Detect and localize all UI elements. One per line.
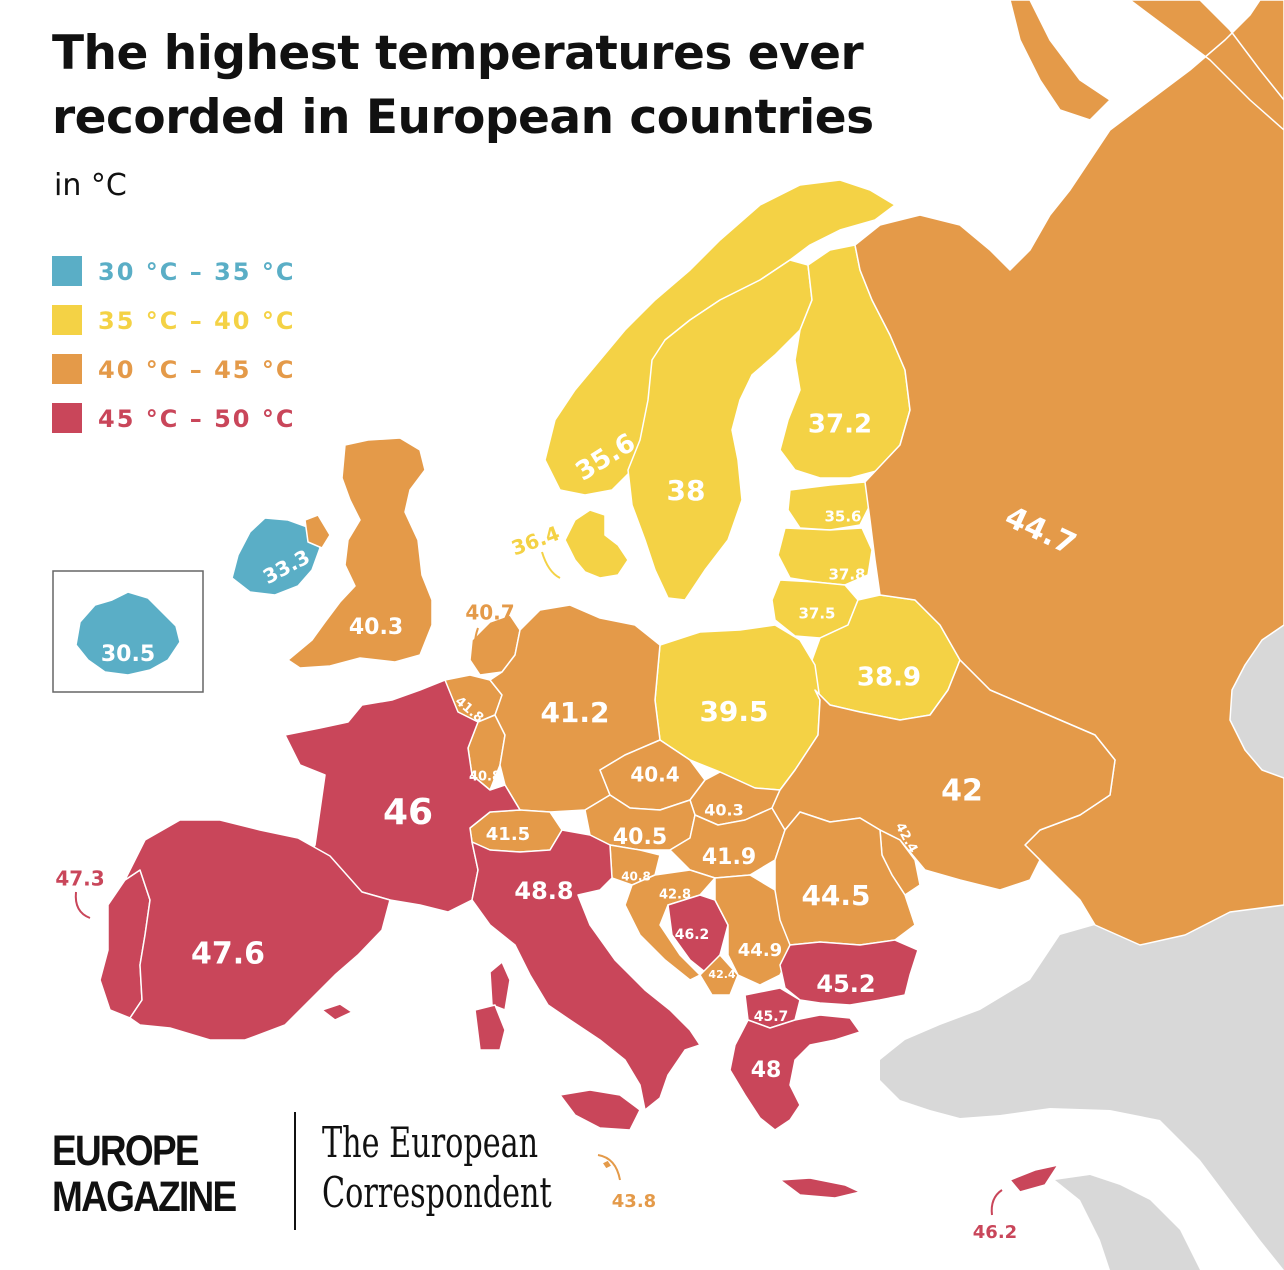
value-label-malta: 43.8 (612, 1191, 656, 1212)
value-label-croatia: 42.8 (659, 888, 691, 903)
value-label-sweden: 38 (667, 474, 706, 507)
value-label-finland: 37.2 (808, 410, 872, 440)
country-sweden (627, 259, 813, 601)
non-europe-land (880, 905, 1284, 1270)
non-europe-land (1055, 1175, 1200, 1270)
non-europe-land (1230, 625, 1284, 778)
country-serbia (714, 874, 796, 986)
label-leader-line (597, 1154, 621, 1181)
value-label-germany: 41.2 (540, 696, 609, 729)
country-italy (471, 829, 701, 1131)
value-label-iceland: 30.5 (101, 642, 155, 667)
value-label-montenegro: 42.4 (708, 968, 735, 981)
value-label-slovakia: 40.3 (704, 801, 743, 820)
page-title: The highest temperatures ever recorded i… (52, 22, 874, 150)
value-label-slovenia: 40.8 (621, 870, 651, 884)
legend-swatch-orange (52, 354, 82, 384)
value-label-ukraine: 42 (941, 774, 983, 809)
country-united-kingdom (287, 437, 433, 669)
value-label-cyprus: 46.2 (973, 1222, 1017, 1243)
unit-subtitle: in °C (54, 168, 127, 203)
label-leader-line (74, 891, 91, 919)
value-label-portugal: 47.3 (55, 867, 104, 891)
value-label-poland: 39.5 (699, 695, 768, 728)
country-greece (729, 1014, 861, 1199)
country-malta (601, 1159, 613, 1170)
value-label-latvia: 37.8 (828, 566, 865, 584)
country-ukraine (771, 659, 1116, 891)
country-bulgaria (779, 939, 919, 1006)
brand-line-2: MAGAZINE (52, 1173, 237, 1221)
country-montenegro (699, 954, 739, 996)
brand2-line-2: Correspondent (322, 1168, 552, 1217)
value-label-luxembourg: 40.8 (469, 770, 501, 785)
title-line-2: recorded in European countries (52, 90, 874, 145)
value-label-serbia: 44.9 (738, 940, 782, 961)
label-leader-line (990, 1189, 1003, 1216)
value-label-bosnia-and-herzegovina: 46.2 (675, 927, 710, 943)
country-spain (124, 819, 391, 1041)
title-line-1: The highest temperatures ever (52, 26, 864, 81)
value-label-denmark: 36.4 (508, 521, 563, 560)
value-label-estonia: 35.6 (824, 508, 861, 526)
value-label-france: 46 (383, 792, 433, 833)
country-romania (774, 811, 916, 946)
label-leader-line (474, 627, 479, 656)
value-label-romania: 44.5 (801, 879, 870, 912)
value-label-czechia: 40.4 (630, 763, 679, 787)
value-label-greece: 48 (751, 1058, 782, 1083)
legend-swatch-red (52, 403, 82, 433)
value-label-austria: 40.5 (613, 825, 667, 850)
country-russia (854, 0, 1284, 946)
label-leader-line (541, 551, 561, 579)
brand2-line-1: The European (322, 1118, 539, 1167)
europe-magazine-logo: EUROPE MAGAZINE (52, 1127, 237, 1221)
country-france (284, 679, 521, 1011)
country-ireland (231, 517, 321, 596)
country-denmark (564, 509, 629, 579)
value-label-united-kingdom: 40.3 (349, 615, 403, 640)
value-label-netherlands: 40.7 (465, 601, 514, 625)
value-label-spain: 47.6 (191, 937, 265, 972)
country-latvia (777, 527, 873, 586)
european-correspondent-logo: The European Correspondent (322, 1118, 552, 1218)
country-iceland (75, 591, 181, 676)
value-label-belarus: 38.9 (857, 663, 921, 693)
value-label-north-macedonia: 45.7 (754, 1009, 789, 1025)
value-label-switzerland: 41.5 (486, 824, 530, 845)
value-label-lithuania: 37.5 (798, 605, 835, 623)
value-label-italy: 48.8 (514, 877, 573, 905)
legend-swatch-yellow (52, 305, 82, 335)
legend-label: 30 °C – 35 °C (98, 258, 296, 286)
country-croatia (624, 869, 716, 981)
value-label-bulgaria: 45.2 (816, 970, 875, 998)
value-label-hungary: 41.9 (702, 845, 756, 870)
legend-label: 35 °C – 40 °C (98, 307, 296, 335)
country-cyprus (1009, 1164, 1059, 1193)
iceland-inset-frame (52, 570, 204, 693)
country-estonia (787, 481, 871, 531)
legend-swatch-blue (52, 256, 82, 286)
logo-divider (294, 1112, 296, 1230)
legend-label: 45 °C – 50 °C (98, 405, 296, 433)
brand-line-1: EUROPE (52, 1127, 200, 1175)
legend-label: 40 °C – 45 °C (98, 356, 296, 384)
